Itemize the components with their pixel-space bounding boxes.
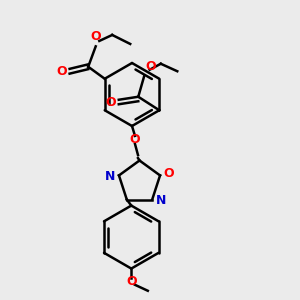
Text: N: N: [105, 169, 116, 182]
Text: O: O: [126, 275, 136, 288]
Text: O: O: [57, 65, 67, 78]
Text: O: O: [90, 30, 101, 43]
Text: O: O: [130, 133, 140, 146]
Text: N: N: [156, 194, 166, 207]
Text: O: O: [146, 60, 156, 73]
Text: O: O: [106, 96, 116, 109]
Text: O: O: [164, 167, 174, 180]
